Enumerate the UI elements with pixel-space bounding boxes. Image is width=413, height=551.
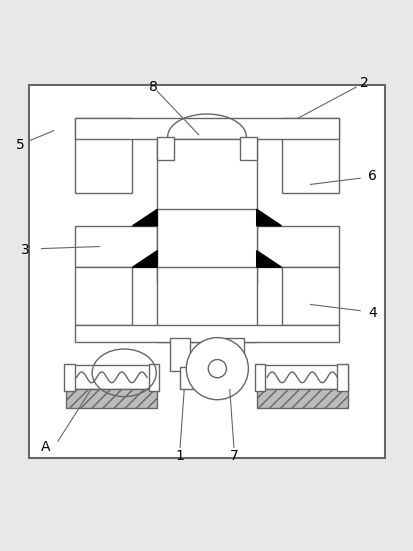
Bar — [337, 364, 347, 391]
Polygon shape — [256, 251, 281, 267]
Text: 1: 1 — [175, 449, 184, 463]
Bar — [240, 137, 256, 160]
Text: 3: 3 — [20, 243, 29, 257]
Text: 5: 5 — [16, 138, 25, 152]
Bar — [157, 209, 256, 284]
Bar — [157, 139, 256, 234]
Bar — [169, 338, 190, 371]
Bar — [74, 118, 339, 139]
Text: 7: 7 — [229, 449, 238, 463]
Circle shape — [186, 338, 248, 399]
Text: A: A — [41, 440, 50, 455]
Bar — [66, 365, 157, 390]
Polygon shape — [256, 209, 281, 226]
Bar — [74, 267, 132, 325]
Text: 2: 2 — [359, 76, 368, 90]
Bar — [74, 226, 157, 267]
Bar — [74, 118, 132, 193]
Bar — [180, 366, 192, 390]
Bar — [157, 137, 173, 160]
Circle shape — [208, 360, 226, 378]
Bar — [221, 366, 233, 390]
Text: 4: 4 — [367, 306, 376, 320]
Bar — [281, 267, 339, 325]
Bar — [66, 390, 157, 408]
Text: 8: 8 — [148, 80, 157, 94]
Bar — [29, 85, 384, 458]
Text: 6: 6 — [367, 169, 376, 183]
Polygon shape — [132, 251, 157, 267]
Bar — [149, 364, 159, 391]
Bar — [256, 390, 347, 408]
Polygon shape — [132, 209, 157, 226]
Bar — [157, 267, 256, 342]
Bar — [74, 325, 339, 342]
Bar — [256, 226, 339, 267]
Bar — [64, 364, 74, 391]
Bar — [254, 364, 264, 391]
Bar — [223, 338, 244, 371]
Bar — [256, 365, 347, 390]
Bar — [281, 118, 339, 193]
